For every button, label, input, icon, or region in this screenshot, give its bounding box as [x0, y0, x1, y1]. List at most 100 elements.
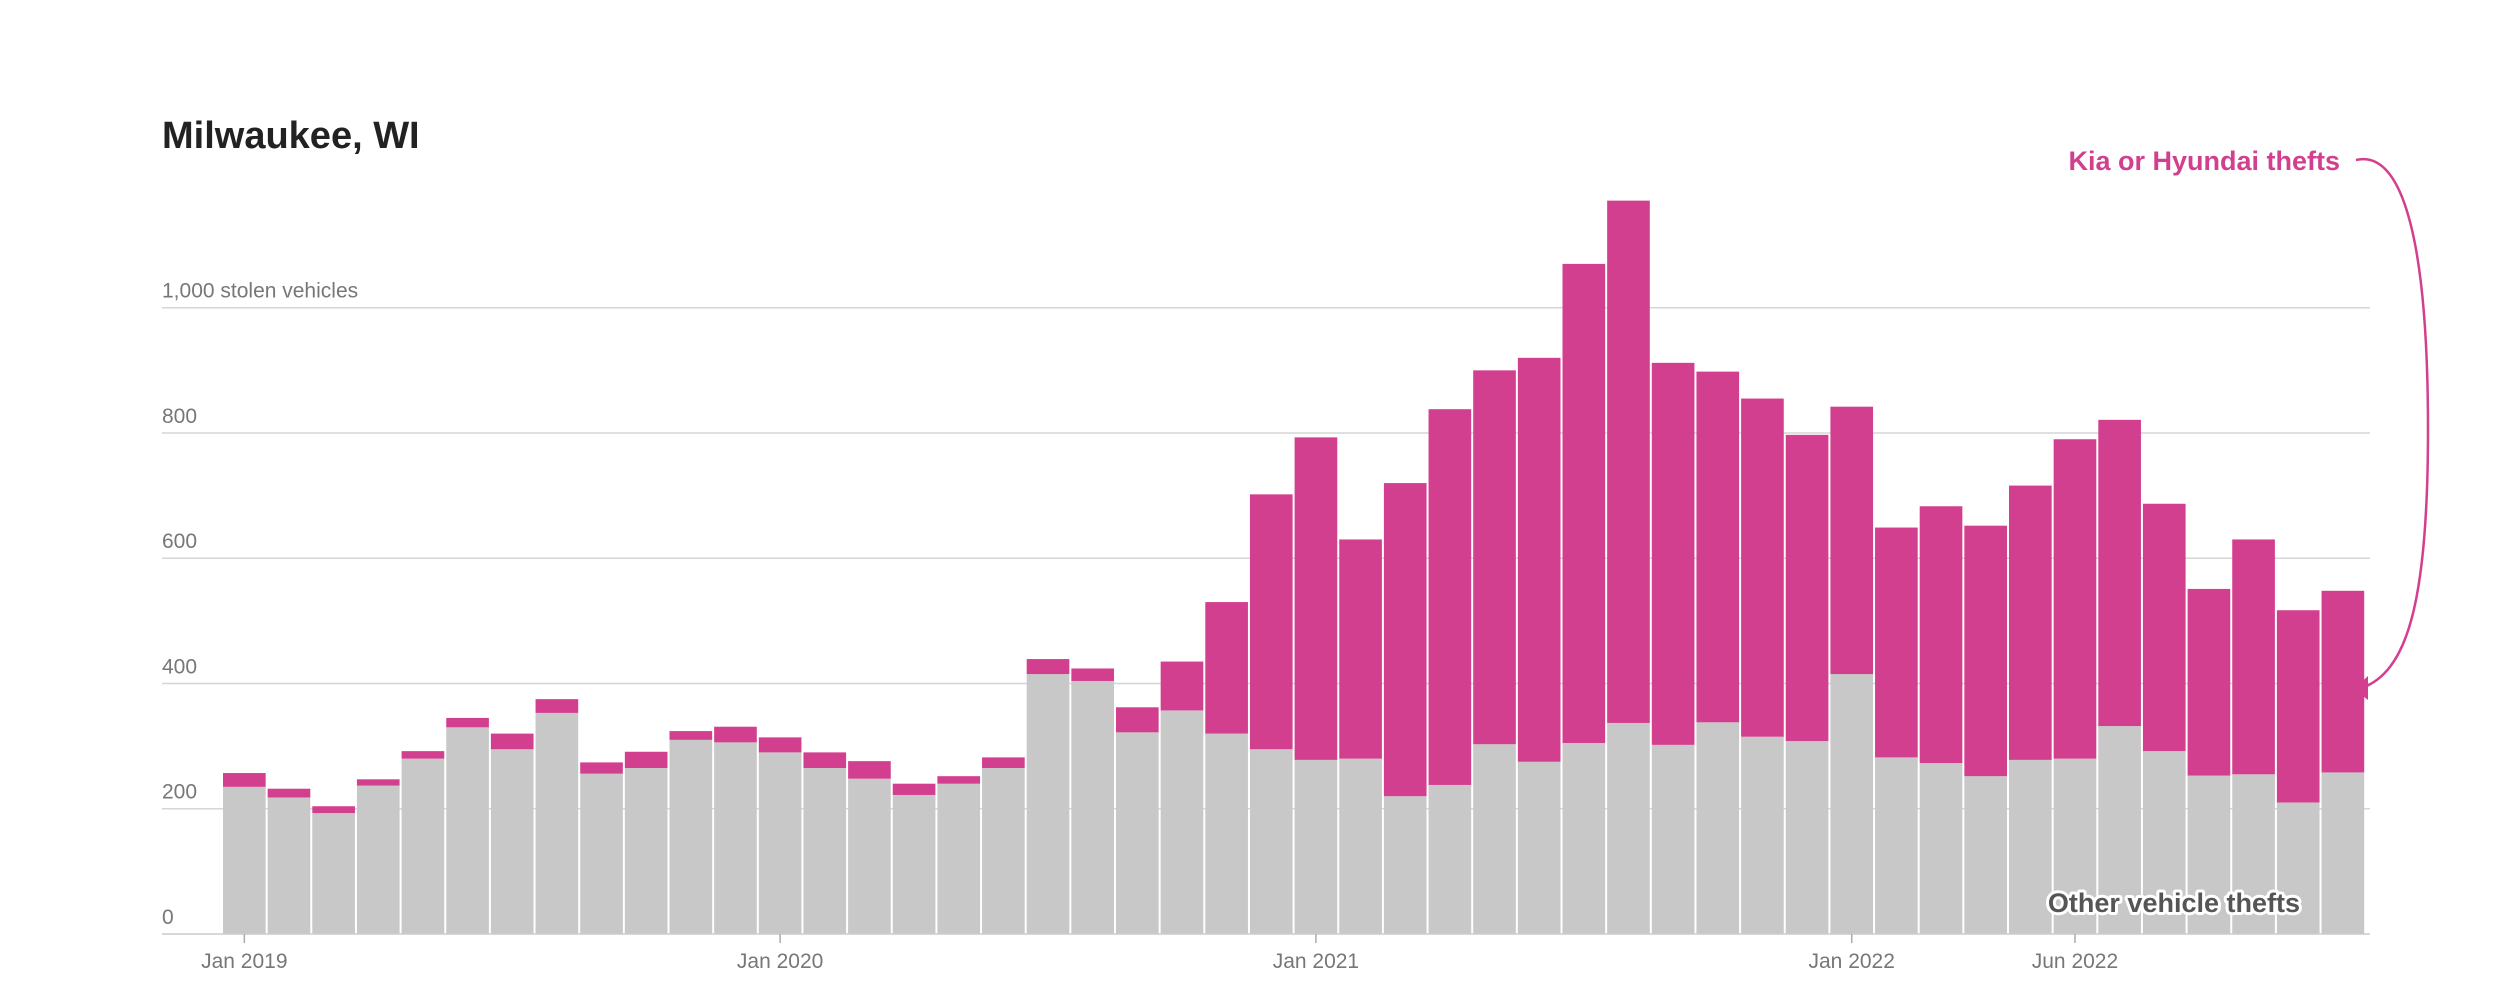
- bars: [223, 200, 2365, 934]
- bar-other-thefts: [2187, 775, 2231, 934]
- bar-other-thefts: [1383, 796, 1427, 934]
- bar-kia-hyundai-thefts: [267, 788, 311, 798]
- bar-other-thefts: [624, 768, 668, 934]
- bar-other-thefts: [1964, 776, 2007, 934]
- bar-other-thefts: [1830, 674, 1874, 934]
- bar-kia-hyundai-thefts: [1473, 370, 1516, 745]
- bar-other-thefts: [1428, 784, 1472, 934]
- bar-other-thefts: [892, 794, 936, 934]
- bar-kia-hyundai-thefts: [223, 773, 266, 787]
- bar-other-thefts: [1026, 674, 1070, 934]
- x-tick-label: Jan 2019: [201, 950, 287, 973]
- bar-other-thefts: [1071, 680, 1114, 934]
- bar-kia-hyundai-thefts: [1830, 406, 1874, 675]
- bar-other-thefts: [1339, 758, 1382, 934]
- bar-other-thefts: [1741, 736, 1784, 934]
- y-tick-label: 800: [162, 405, 197, 428]
- bar-other-thefts: [1607, 722, 1650, 934]
- bar-kia-hyundai-thefts: [1964, 525, 2007, 777]
- bar-kia-hyundai-thefts: [2053, 439, 2097, 759]
- bar-other-thefts: [758, 752, 802, 934]
- bar-other-thefts: [1696, 722, 1740, 934]
- bar-kia-hyundai-thefts: [2232, 539, 2275, 775]
- bar-other-thefts: [669, 739, 713, 934]
- bar-kia-hyundai-thefts: [490, 733, 534, 750]
- chart-title: Milwaukee, WI: [162, 115, 420, 157]
- bar-kia-hyundai-thefts: [669, 731, 713, 740]
- bar-other-thefts: [982, 768, 1025, 934]
- bar-kia-hyundai-thefts: [2187, 588, 2231, 776]
- bar-kia-hyundai-thefts: [1651, 362, 1695, 745]
- bar-kia-hyundai-thefts: [312, 806, 355, 814]
- legend-other-thefts: Other vehicle thefts: [2048, 888, 2300, 918]
- bar-other-thefts: [267, 797, 311, 934]
- bar-kia-hyundai-thefts: [937, 776, 981, 784]
- x-tick-label: Jan 2021: [1273, 950, 1359, 973]
- bar-other-thefts: [2276, 802, 2320, 934]
- bar-other-thefts: [2009, 759, 2052, 934]
- legend: Kia or Hyundai thefts Other vehicle theft…: [2045, 146, 2430, 921]
- bar-other-thefts: [2232, 774, 2275, 934]
- bar-other-thefts: [1517, 761, 1561, 934]
- bar-kia-hyundai-thefts: [1696, 371, 1740, 723]
- bar-kia-hyundai-thefts: [1875, 527, 1918, 758]
- bar-kia-hyundai-thefts: [2276, 610, 2320, 803]
- bar-other-thefts: [1160, 710, 1204, 934]
- bar-other-thefts: [937, 783, 981, 934]
- y-tick-label: 400: [162, 655, 197, 678]
- y-tick-label: 600: [162, 530, 197, 553]
- bar-other-thefts: [848, 778, 891, 934]
- bar-kia-hyundai-thefts: [2098, 419, 2141, 727]
- y-tick-label: 1,000 stolen vehicles: [162, 280, 358, 303]
- bar-kia-hyundai-thefts: [1339, 539, 1382, 759]
- bar-kia-hyundai-thefts: [803, 752, 847, 769]
- bar-other-thefts: [1919, 763, 1963, 934]
- bar-kia-hyundai-thefts: [1160, 661, 1204, 711]
- y-tick-label: 200: [162, 781, 197, 804]
- bar-kia-hyundai-thefts: [1205, 602, 1248, 734]
- bar-kia-hyundai-thefts: [1428, 409, 1472, 785]
- bar-other-thefts: [223, 786, 266, 934]
- bar-kia-hyundai-thefts: [2321, 590, 2365, 773]
- bar-other-thefts: [1875, 757, 1918, 934]
- bar-other-thefts: [2053, 758, 2097, 934]
- bar-kia-hyundai-thefts: [1383, 483, 1427, 797]
- bar-other-thefts: [490, 749, 534, 934]
- bar-kia-hyundai-thefts: [1785, 434, 1829, 742]
- bar-kia-hyundai-thefts: [1517, 357, 1561, 762]
- bar-kia-hyundai-thefts: [892, 783, 936, 795]
- bar-other-thefts: [1249, 749, 1293, 934]
- bar-kia-hyundai-thefts: [1116, 707, 1159, 733]
- legend-kia-hyundai: Kia or Hyundai thefts: [2068, 146, 2340, 176]
- bar-kia-hyundai-thefts: [1249, 494, 1293, 750]
- bar-other-thefts: [1785, 741, 1829, 934]
- y-axis: 0 200 400 600 800 1,000 stolen vehicles: [162, 280, 358, 929]
- bar-other-thefts: [803, 768, 847, 934]
- bar-other-thefts: [312, 813, 355, 934]
- bar-other-thefts: [2321, 772, 2365, 934]
- bar-kia-hyundai-thefts: [535, 699, 579, 713]
- bar-other-thefts: [1116, 732, 1159, 934]
- bar-kia-hyundai-thefts: [1741, 398, 1784, 737]
- legend-arrow-line: [2355, 157, 2430, 690]
- x-tick-label: Jan 2020: [737, 950, 823, 973]
- bar-kia-hyundai-thefts: [1071, 668, 1114, 681]
- bar-kia-hyundai-thefts: [848, 761, 891, 779]
- bar-kia-hyundai-thefts: [624, 751, 668, 769]
- bar-kia-hyundai-thefts: [446, 717, 489, 728]
- bar-other-thefts: [356, 785, 400, 934]
- bar-other-thefts: [446, 727, 489, 934]
- bar-kia-hyundai-thefts: [714, 726, 757, 743]
- x-tick-label: Jan 2022: [1809, 950, 1895, 973]
- bar-other-thefts: [535, 712, 579, 934]
- bar-other-thefts: [1651, 744, 1695, 934]
- bar-other-thefts: [401, 758, 445, 934]
- bar-kia-hyundai-thefts: [356, 779, 400, 786]
- bar-kia-hyundai-thefts: [1919, 506, 1963, 764]
- x-axis: Jan 2019 Jan 2020 Jan 2021 Jan 2022 Jun 2022: [162, 933, 2370, 973]
- bar-other-thefts: [2098, 726, 2141, 934]
- legend-arrow-head: [2354, 676, 2368, 700]
- bar-kia-hyundai-thefts: [580, 762, 623, 774]
- bar-kia-hyundai-thefts: [2142, 503, 2186, 752]
